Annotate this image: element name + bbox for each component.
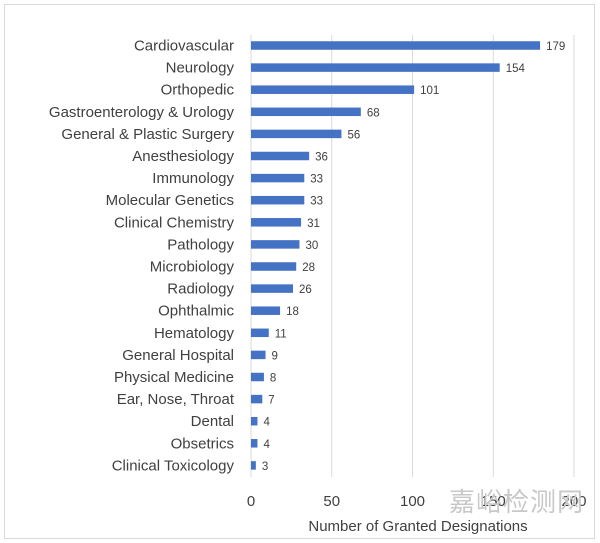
data-label: 4 <box>263 417 270 429</box>
category-label: Pathology <box>167 236 234 253</box>
category-label: Immunology <box>152 170 234 187</box>
x-tick-label: 100 <box>400 493 425 510</box>
bar <box>251 328 269 338</box>
bars <box>251 41 541 470</box>
x-tick-label: 50 <box>323 493 340 510</box>
category-label: Molecular Genetics <box>106 192 234 209</box>
bar <box>251 350 266 360</box>
bar-chart: Cardiovascular Neurology Orthopedic Gastroe… <box>49 35 587 535</box>
bar <box>251 41 541 50</box>
data-label: 3 <box>262 461 268 473</box>
category-label: Hematology <box>154 325 235 342</box>
data-label: 154 <box>506 63 526 75</box>
category-label: Clinical Toxicology <box>112 457 235 474</box>
bar <box>251 240 300 249</box>
data-label: 31 <box>307 218 320 230</box>
category-label: Obsetrics <box>171 435 234 452</box>
bar <box>251 151 310 161</box>
data-label: 11 <box>275 328 287 340</box>
category-label: Gastroenterology & Urology <box>49 104 235 121</box>
bar <box>251 129 342 139</box>
category-label: Clinical Chemistry <box>114 214 235 231</box>
watermark: 嘉峪检测网 <box>449 488 584 518</box>
x-tick-label: 200 <box>561 493 586 510</box>
category-label: General & Plastic Surgery <box>61 126 234 143</box>
category-label: Anesthesiology <box>132 148 234 165</box>
bar <box>251 218 302 227</box>
data-label: 26 <box>299 284 312 296</box>
bar <box>251 173 305 183</box>
chart-frame: Cardiovascular Neurology Orthopedic Gastroe… <box>4 4 595 539</box>
bar <box>251 461 256 470</box>
data-label: 4 <box>263 439 270 451</box>
data-label: 18 <box>286 306 299 318</box>
x-axis-title: Number of Granted Designations <box>308 518 527 535</box>
bar <box>251 394 263 404</box>
data-label: 8 <box>270 373 276 385</box>
category-label: Ophthalmic <box>158 303 234 320</box>
x-tick-labels: 0 50 100 150 200 <box>247 493 587 510</box>
bar <box>251 306 281 315</box>
bar <box>251 372 264 382</box>
data-label: 68 <box>367 107 380 119</box>
bar <box>251 416 258 426</box>
category-label: General Hospital <box>122 347 234 364</box>
category-label: Ear, Nose, Throat <box>117 391 235 408</box>
category-label: Radiology <box>167 281 234 298</box>
bar <box>251 85 415 94</box>
category-label: Neurology <box>166 60 235 77</box>
data-label: 56 <box>347 129 360 141</box>
data-label: 33 <box>310 196 323 208</box>
x-tick-label: 0 <box>247 493 255 510</box>
bar <box>251 195 305 205</box>
bar <box>251 262 297 271</box>
data-label: 9 <box>272 350 278 362</box>
category-label: Orthopedic <box>161 82 235 99</box>
category-label: Microbiology <box>150 259 235 276</box>
category-labels: Cardiovascular Neurology Orthopedic Gastroe… <box>49 38 235 475</box>
x-tick-label: 150 <box>481 493 506 510</box>
bar <box>251 439 258 448</box>
data-label: 28 <box>302 262 315 274</box>
data-label: 36 <box>315 152 328 164</box>
bar <box>251 284 293 293</box>
category-label: Cardiovascular <box>134 38 234 55</box>
bar <box>251 63 500 72</box>
data-label: 30 <box>305 240 318 252</box>
data-label: 101 <box>420 85 439 97</box>
data-label: 179 <box>546 41 565 53</box>
data-label: 33 <box>310 174 323 186</box>
category-label: Physical Medicine <box>114 369 234 386</box>
bar <box>251 107 361 117</box>
category-label: Dental <box>191 413 234 430</box>
gridlines <box>250 35 575 477</box>
data-label: 7 <box>268 395 274 407</box>
